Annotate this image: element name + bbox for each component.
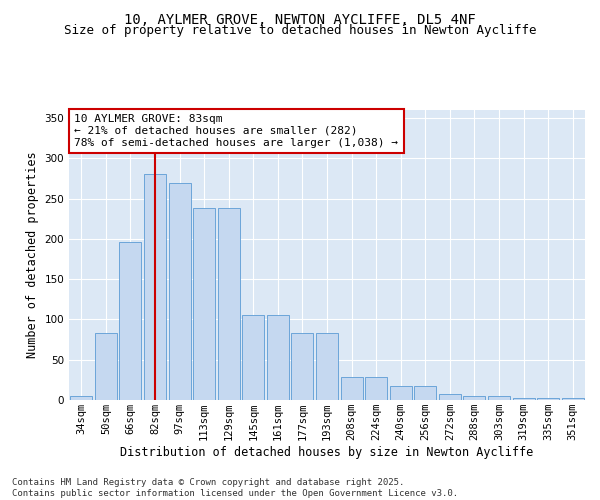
- Bar: [512, 398, 535, 400]
- Bar: [267, 316, 289, 400]
- Bar: [341, 378, 362, 400]
- Text: Size of property relative to detached houses in Newton Aycliffe: Size of property relative to detached ho…: [64, 24, 536, 37]
- Bar: [488, 396, 510, 400]
- Bar: [292, 333, 313, 400]
- Bar: [218, 208, 240, 400]
- Bar: [95, 333, 117, 400]
- Text: 10, AYLMER GROVE, NEWTON AYCLIFFE, DL5 4NF: 10, AYLMER GROVE, NEWTON AYCLIFFE, DL5 4…: [124, 12, 476, 26]
- Text: 10 AYLMER GROVE: 83sqm
← 21% of detached houses are smaller (282)
78% of semi-de: 10 AYLMER GROVE: 83sqm ← 21% of detached…: [74, 114, 398, 148]
- Bar: [70, 396, 92, 400]
- X-axis label: Distribution of detached houses by size in Newton Aycliffe: Distribution of detached houses by size …: [121, 446, 533, 459]
- Bar: [119, 242, 142, 400]
- Bar: [169, 182, 191, 400]
- Bar: [242, 316, 265, 400]
- Text: Contains HM Land Registry data © Crown copyright and database right 2025.
Contai: Contains HM Land Registry data © Crown c…: [12, 478, 458, 498]
- Bar: [389, 386, 412, 400]
- Bar: [365, 378, 387, 400]
- Bar: [414, 386, 436, 400]
- Bar: [316, 333, 338, 400]
- Bar: [463, 396, 485, 400]
- Y-axis label: Number of detached properties: Number of detached properties: [26, 152, 39, 358]
- Bar: [193, 208, 215, 400]
- Bar: [562, 398, 584, 400]
- Bar: [537, 398, 559, 400]
- Bar: [144, 174, 166, 400]
- Bar: [439, 394, 461, 400]
